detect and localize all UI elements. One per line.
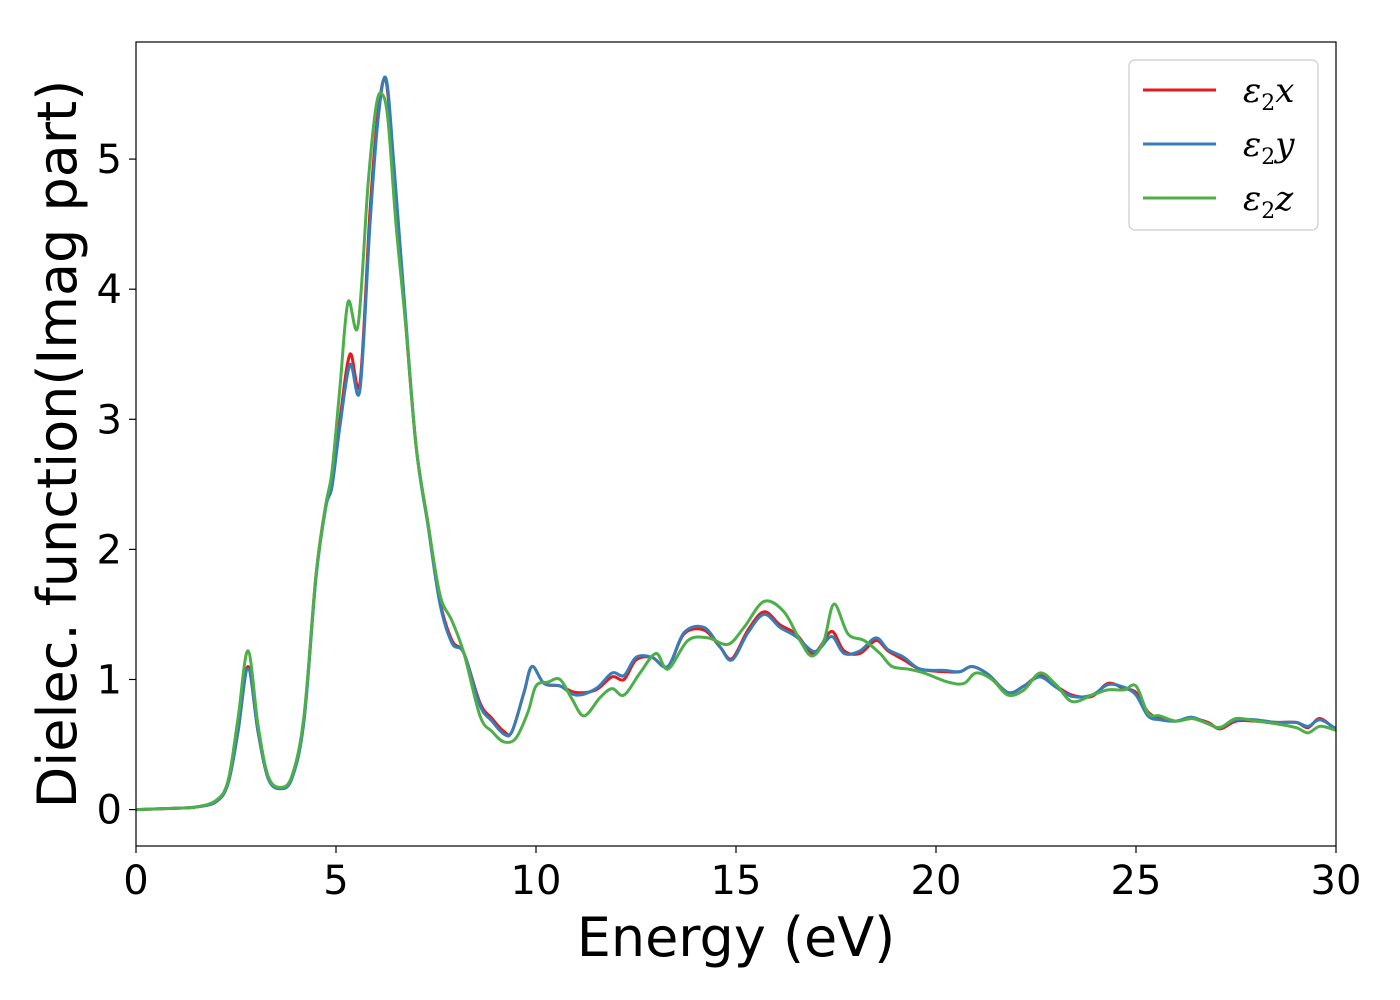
x-tick-label: 15 xyxy=(711,858,762,904)
x-axis-label: Energy (eV) xyxy=(577,906,896,969)
y-tick-label: 1 xyxy=(97,657,122,703)
y-tick-label: 3 xyxy=(97,397,122,443)
legend-label-x: ε2x xyxy=(1243,71,1294,116)
y-axis-label: Dielec. function(Imag part) xyxy=(26,80,89,809)
y-tick-label: 2 xyxy=(97,527,122,573)
ticks-layer: 0 5 10 15 20 25 30 0 1 2 3 4 5 xyxy=(97,137,1362,904)
legend-box xyxy=(1128,59,1319,231)
x-tick-label: 25 xyxy=(1111,858,1162,904)
legend-label-y: ε2y xyxy=(1243,125,1295,170)
y-tick-label: 4 xyxy=(97,267,122,313)
series-line-z xyxy=(136,91,1336,812)
x-tick-label: 0 xyxy=(123,858,148,904)
x-tick-label: 20 xyxy=(911,858,962,904)
y-tick-label: 0 xyxy=(97,788,122,834)
x-tick-label: 5 xyxy=(323,858,348,904)
x-tick-label: 30 xyxy=(1311,858,1362,904)
legend-label-z: ε2z xyxy=(1243,179,1294,224)
y-tick-label: 5 xyxy=(97,137,122,183)
x-tick-label: 10 xyxy=(511,858,562,904)
legend: ε2x ε2y ε2z xyxy=(1128,59,1319,231)
series-layer xyxy=(136,75,1336,812)
